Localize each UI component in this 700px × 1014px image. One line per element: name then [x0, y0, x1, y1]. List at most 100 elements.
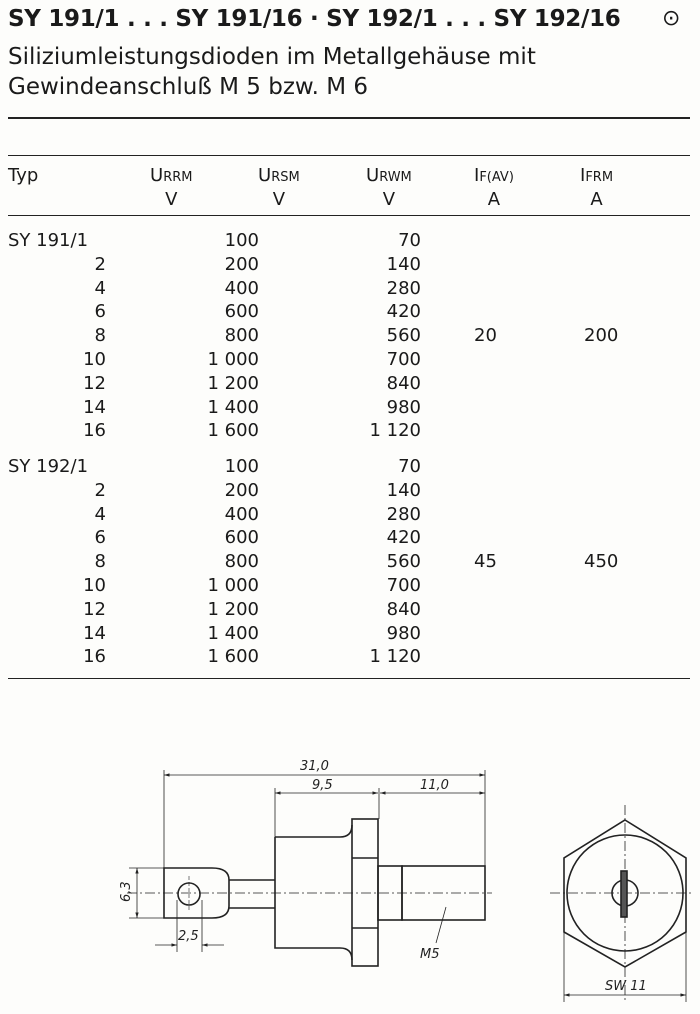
- voltage-cell: 600: [224, 301, 259, 323]
- type-cell: 10: [83, 349, 106, 370]
- column-unit: V: [382, 189, 396, 210]
- column-symbol: URWM: [366, 165, 412, 186]
- table-top-rule: [8, 155, 690, 156]
- table-bottom-rule: [8, 678, 690, 679]
- dim-lug-label: 6,3: [119, 881, 134, 902]
- if-av-cell: 45: [474, 551, 497, 573]
- column-symbol: IFRM: [580, 165, 614, 186]
- voltage-cell: 800: [224, 325, 259, 347]
- stem: [229, 879, 275, 909]
- package-drawing: 31,0 9,5 11,0 6,3 2,5 M5 SW 11: [119, 759, 694, 1002]
- hex-flange: [351, 818, 379, 967]
- voltage-cell: 700: [386, 349, 421, 370]
- table-header-rule: [8, 215, 690, 216]
- column-header: URWM V: [366, 165, 412, 211]
- column-symbol: Typ: [8, 165, 39, 186]
- voltage-cell: 1 400: [207, 396, 259, 418]
- voltage-cell: 1 600: [207, 646, 259, 668]
- voltage-cell: 840: [386, 598, 421, 620]
- voltage-cell: 1 120: [369, 420, 421, 442]
- circle-dot-marker-icon: ⊙: [662, 6, 681, 31]
- body: [274, 824, 353, 961]
- wrench-size-label: SW 11: [605, 979, 647, 994]
- column-symbol: IF(AV): [474, 165, 514, 186]
- type-cell: 6: [94, 527, 106, 549]
- voltage-cell: 1 000: [207, 349, 259, 370]
- type-cell: 10: [83, 575, 106, 596]
- type-cell: 8: [94, 551, 106, 573]
- voltage-cell: 400: [224, 277, 259, 299]
- if-av-cell: 20: [474, 325, 497, 347]
- voltage-cell: 420: [386, 527, 421, 549]
- voltage-cell: 420: [386, 301, 421, 323]
- voltage-cell: 70: [398, 456, 421, 477]
- dim-total-label: 31,0: [300, 759, 329, 774]
- column-header: Typ: [8, 165, 38, 189]
- title-rule: [8, 117, 690, 119]
- dim-thread-label: 11,0: [420, 778, 449, 793]
- type-cell: 16: [83, 420, 106, 442]
- type-cell: 12: [83, 598, 106, 620]
- hexagon-outline: [563, 819, 687, 968]
- voltage-cell: 100: [224, 230, 259, 251]
- subtitle-line-2: Gewindeanschluß M 5 bzw. M 6: [8, 74, 369, 100]
- column-symbol: URSM: [258, 165, 300, 186]
- voltage-cell: 1 200: [207, 598, 259, 620]
- voltage-cell: 280: [386, 277, 421, 299]
- voltage-cell: 800: [224, 551, 259, 573]
- voltage-cell: 280: [386, 503, 421, 525]
- voltage-cell: 1 600: [207, 420, 259, 442]
- column-unit: A: [487, 189, 501, 210]
- column-header: URRM V: [150, 165, 192, 211]
- type-cell: 16: [83, 646, 106, 668]
- ifrm-cell: 200: [584, 325, 619, 347]
- voltage-cell: 1 400: [207, 622, 259, 644]
- type-cell: 12: [83, 372, 106, 394]
- column-unit: V: [165, 189, 178, 210]
- thread-leader: [435, 906, 447, 944]
- voltage-cell: 400: [224, 503, 259, 525]
- type-cell: 2: [94, 479, 106, 501]
- type-cell: 8: [94, 325, 106, 347]
- type-cell: SY 192/1: [8, 456, 89, 477]
- ifrm-cell: 450: [584, 551, 619, 573]
- column-unit: A: [590, 189, 603, 210]
- type-cell: SY 191/1: [8, 230, 89, 251]
- column-symbol: URRM: [150, 165, 193, 186]
- voltage-cell: 70: [398, 230, 421, 251]
- voltage-cell: 560: [386, 325, 421, 347]
- voltage-cell: 140: [386, 253, 421, 275]
- column-header: IF(AV) A: [474, 165, 514, 211]
- solder-lug: [163, 867, 230, 919]
- dim-body-label: 9,5: [312, 778, 333, 793]
- type-cell: 4: [94, 503, 106, 525]
- dimensions: [129, 770, 486, 952]
- page-title: SY 191/1 . . . SY 191/16 · SY 192/1 . . …: [8, 6, 621, 32]
- type-cell: 6: [94, 301, 106, 323]
- subtitle-line-1: Siliziumleistungsdioden im Metallgehäuse…: [8, 44, 536, 70]
- voltage-cell: 200: [224, 253, 259, 275]
- column-header: IFRM A: [580, 165, 613, 211]
- voltage-cell: 200: [224, 479, 259, 501]
- voltage-cell: 980: [386, 396, 421, 418]
- end-view: SW 11: [550, 805, 694, 1002]
- side-view: 31,0 9,5 11,0 6,3 2,5 M5: [119, 759, 492, 967]
- voltage-cell: 100: [224, 456, 259, 477]
- voltage-cell: 1 120: [369, 646, 421, 668]
- terminal-key: [620, 870, 628, 918]
- type-cell: 4: [94, 277, 106, 299]
- type-cell: 2: [94, 253, 106, 275]
- body-circle: [566, 834, 684, 952]
- type-cell: 14: [83, 622, 106, 644]
- voltage-cell: 1 200: [207, 372, 259, 394]
- column-unit: V: [272, 189, 286, 210]
- voltage-cell: 980: [386, 622, 421, 644]
- voltage-cell: 140: [386, 479, 421, 501]
- voltage-cell: 600: [224, 527, 259, 549]
- voltage-cell: 1 000: [207, 575, 259, 596]
- voltage-cell: 840: [386, 372, 421, 394]
- type-cell: 14: [83, 396, 106, 418]
- thread-label: M5: [420, 947, 440, 962]
- voltage-cell: 560: [386, 551, 421, 573]
